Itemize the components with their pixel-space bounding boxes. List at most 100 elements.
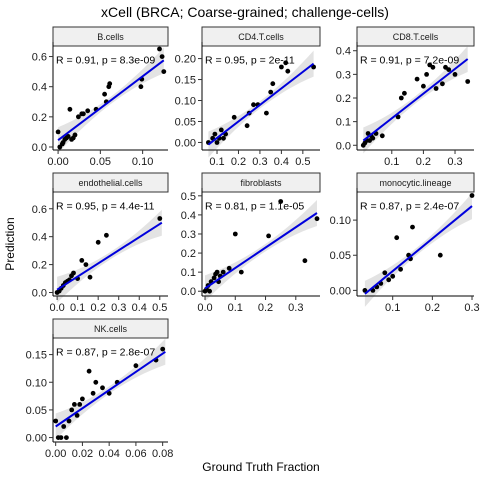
panel-nk-cells: NK.cells R = 0.87, p = 2.8e-07 0.00 0.02 0.0… (26, 318, 173, 460)
facet-strip-label: CD8.T.cells (393, 32, 439, 42)
panel-fibroblasts: fibroblasts R = 0.81, p = 1.1e-05 0.0 0.1 0.… (181, 172, 321, 314)
y-tick-label: 0.00 (175, 137, 196, 149)
data-point (302, 258, 308, 264)
data-point (311, 64, 316, 70)
data-point (398, 266, 403, 272)
data-point (93, 379, 99, 385)
data-point (270, 81, 276, 87)
data-point (214, 140, 220, 145)
x-tick-label: 0.3 (447, 156, 462, 168)
x-tick-label: 0.3 (464, 302, 479, 314)
data-point (232, 231, 238, 237)
data-point (87, 274, 93, 280)
data-point (390, 273, 396, 279)
data-point (395, 114, 401, 120)
x-tick-label: 0.1 (228, 302, 243, 314)
x-tick-label: 0.3 (111, 302, 126, 314)
data-point (414, 76, 420, 82)
x-tick-label: 0.06 (125, 448, 146, 460)
data-point (214, 269, 220, 275)
data-point (66, 418, 72, 424)
data-point (226, 265, 232, 271)
data-point (71, 270, 76, 276)
facet-strip (356, 172, 475, 193)
data-point (86, 368, 92, 374)
data-point (160, 346, 166, 352)
y-tick-label: 0.0 (32, 288, 47, 300)
facet-strip-label: monocytic.lineage (379, 178, 451, 188)
x-tick-label: 0.1 (70, 302, 85, 314)
y-tick-label: 0.05 (330, 250, 351, 262)
data-point (211, 275, 217, 281)
y-tick-label: 0.4 (336, 46, 351, 58)
data-point (69, 407, 75, 413)
data-point (157, 46, 162, 52)
y-tick-label: 0.2 (336, 93, 351, 105)
data-point (159, 54, 165, 59)
regression-line (57, 59, 165, 142)
data-point (61, 424, 67, 429)
panel-cd4-t-cells: CD4.T.cells R = 0.95, p = 2e-11 0.1 0.2 0.3 0… (175, 26, 321, 168)
data-point (264, 110, 269, 116)
facet-strip-label: fibroblasts (240, 178, 282, 188)
facet-strip (356, 26, 475, 47)
correlation-label: R = 0.95, p = 4.4e-11 (56, 201, 155, 213)
data-point (80, 396, 85, 402)
data-point (238, 269, 244, 275)
x-axis-title: Ground Truth Fraction (202, 460, 319, 474)
data-point (379, 133, 385, 139)
data-point (104, 232, 109, 238)
facet-strip (52, 26, 169, 47)
data-point (106, 390, 112, 396)
panel-cd8-t-cells: CD8.T.cells R = 0.91, p = 7.2e-09 0.1 0.2 0.… (336, 26, 475, 168)
data-point (207, 288, 213, 294)
panel-endothelial-cells: endothelial.cells R = 0.95, p = 4.4e-11 0.… (32, 172, 169, 314)
regression-line (204, 212, 318, 290)
x-tick-label: 0.2 (416, 156, 431, 168)
x-tick-label: 0.04 (98, 448, 119, 460)
data-point (362, 288, 368, 293)
y-tick-label: 0.3 (181, 229, 196, 241)
data-point (102, 91, 107, 97)
y-tick-label: 0.1 (336, 117, 351, 129)
data-point (446, 67, 452, 72)
y-tick-label: 0.10 (330, 215, 351, 227)
data-point (77, 402, 83, 407)
y-tick-label: 0.0 (32, 142, 47, 154)
data-point (64, 435, 69, 440)
data-point (251, 102, 256, 108)
y-tick-label: 0.05 (26, 405, 47, 417)
y-tick-label: 0.00 (26, 433, 47, 445)
correlation-label: R = 0.87, p = 2.8e-07 (56, 347, 155, 359)
data-point (67, 106, 73, 112)
y-axis-title: Prediction (3, 217, 17, 270)
y-tick-label: 0.5 (181, 191, 196, 203)
correlation-label: R = 0.91, p = 8.3e-09 (56, 55, 155, 67)
data-point (452, 72, 458, 77)
x-tick-label: 0.0 (197, 302, 212, 314)
y-tick-label: 0.6 (32, 52, 47, 64)
data-point (74, 413, 80, 418)
data-point (314, 216, 320, 222)
correlation-label: R = 0.81, p = 1.1e-05 (205, 201, 304, 213)
x-tick-label: 0.4 (132, 302, 147, 314)
data-point (278, 199, 284, 204)
panel-b-cells: B.cells R = 0.91, p = 8.3e-09 0.00 0.05 0.10… (32, 26, 169, 168)
data-point (157, 216, 163, 221)
facet-strip-label: CD4.T.cells (238, 32, 284, 42)
data-point (402, 90, 407, 96)
facet-strip (201, 172, 321, 193)
x-tick-label: 0.4 (274, 156, 289, 168)
facet-strip-label: B.cells (97, 32, 124, 42)
data-point (76, 114, 81, 120)
data-point (72, 402, 77, 407)
regression-line (362, 58, 469, 142)
x-tick-label: 0.1 (384, 156, 399, 168)
facet-strip-label: NK.cells (94, 324, 128, 334)
y-tick-label: 0.2 (181, 248, 196, 260)
data-point (107, 81, 113, 87)
data-point (394, 235, 400, 241)
data-point (221, 135, 226, 141)
data-point (138, 84, 144, 90)
